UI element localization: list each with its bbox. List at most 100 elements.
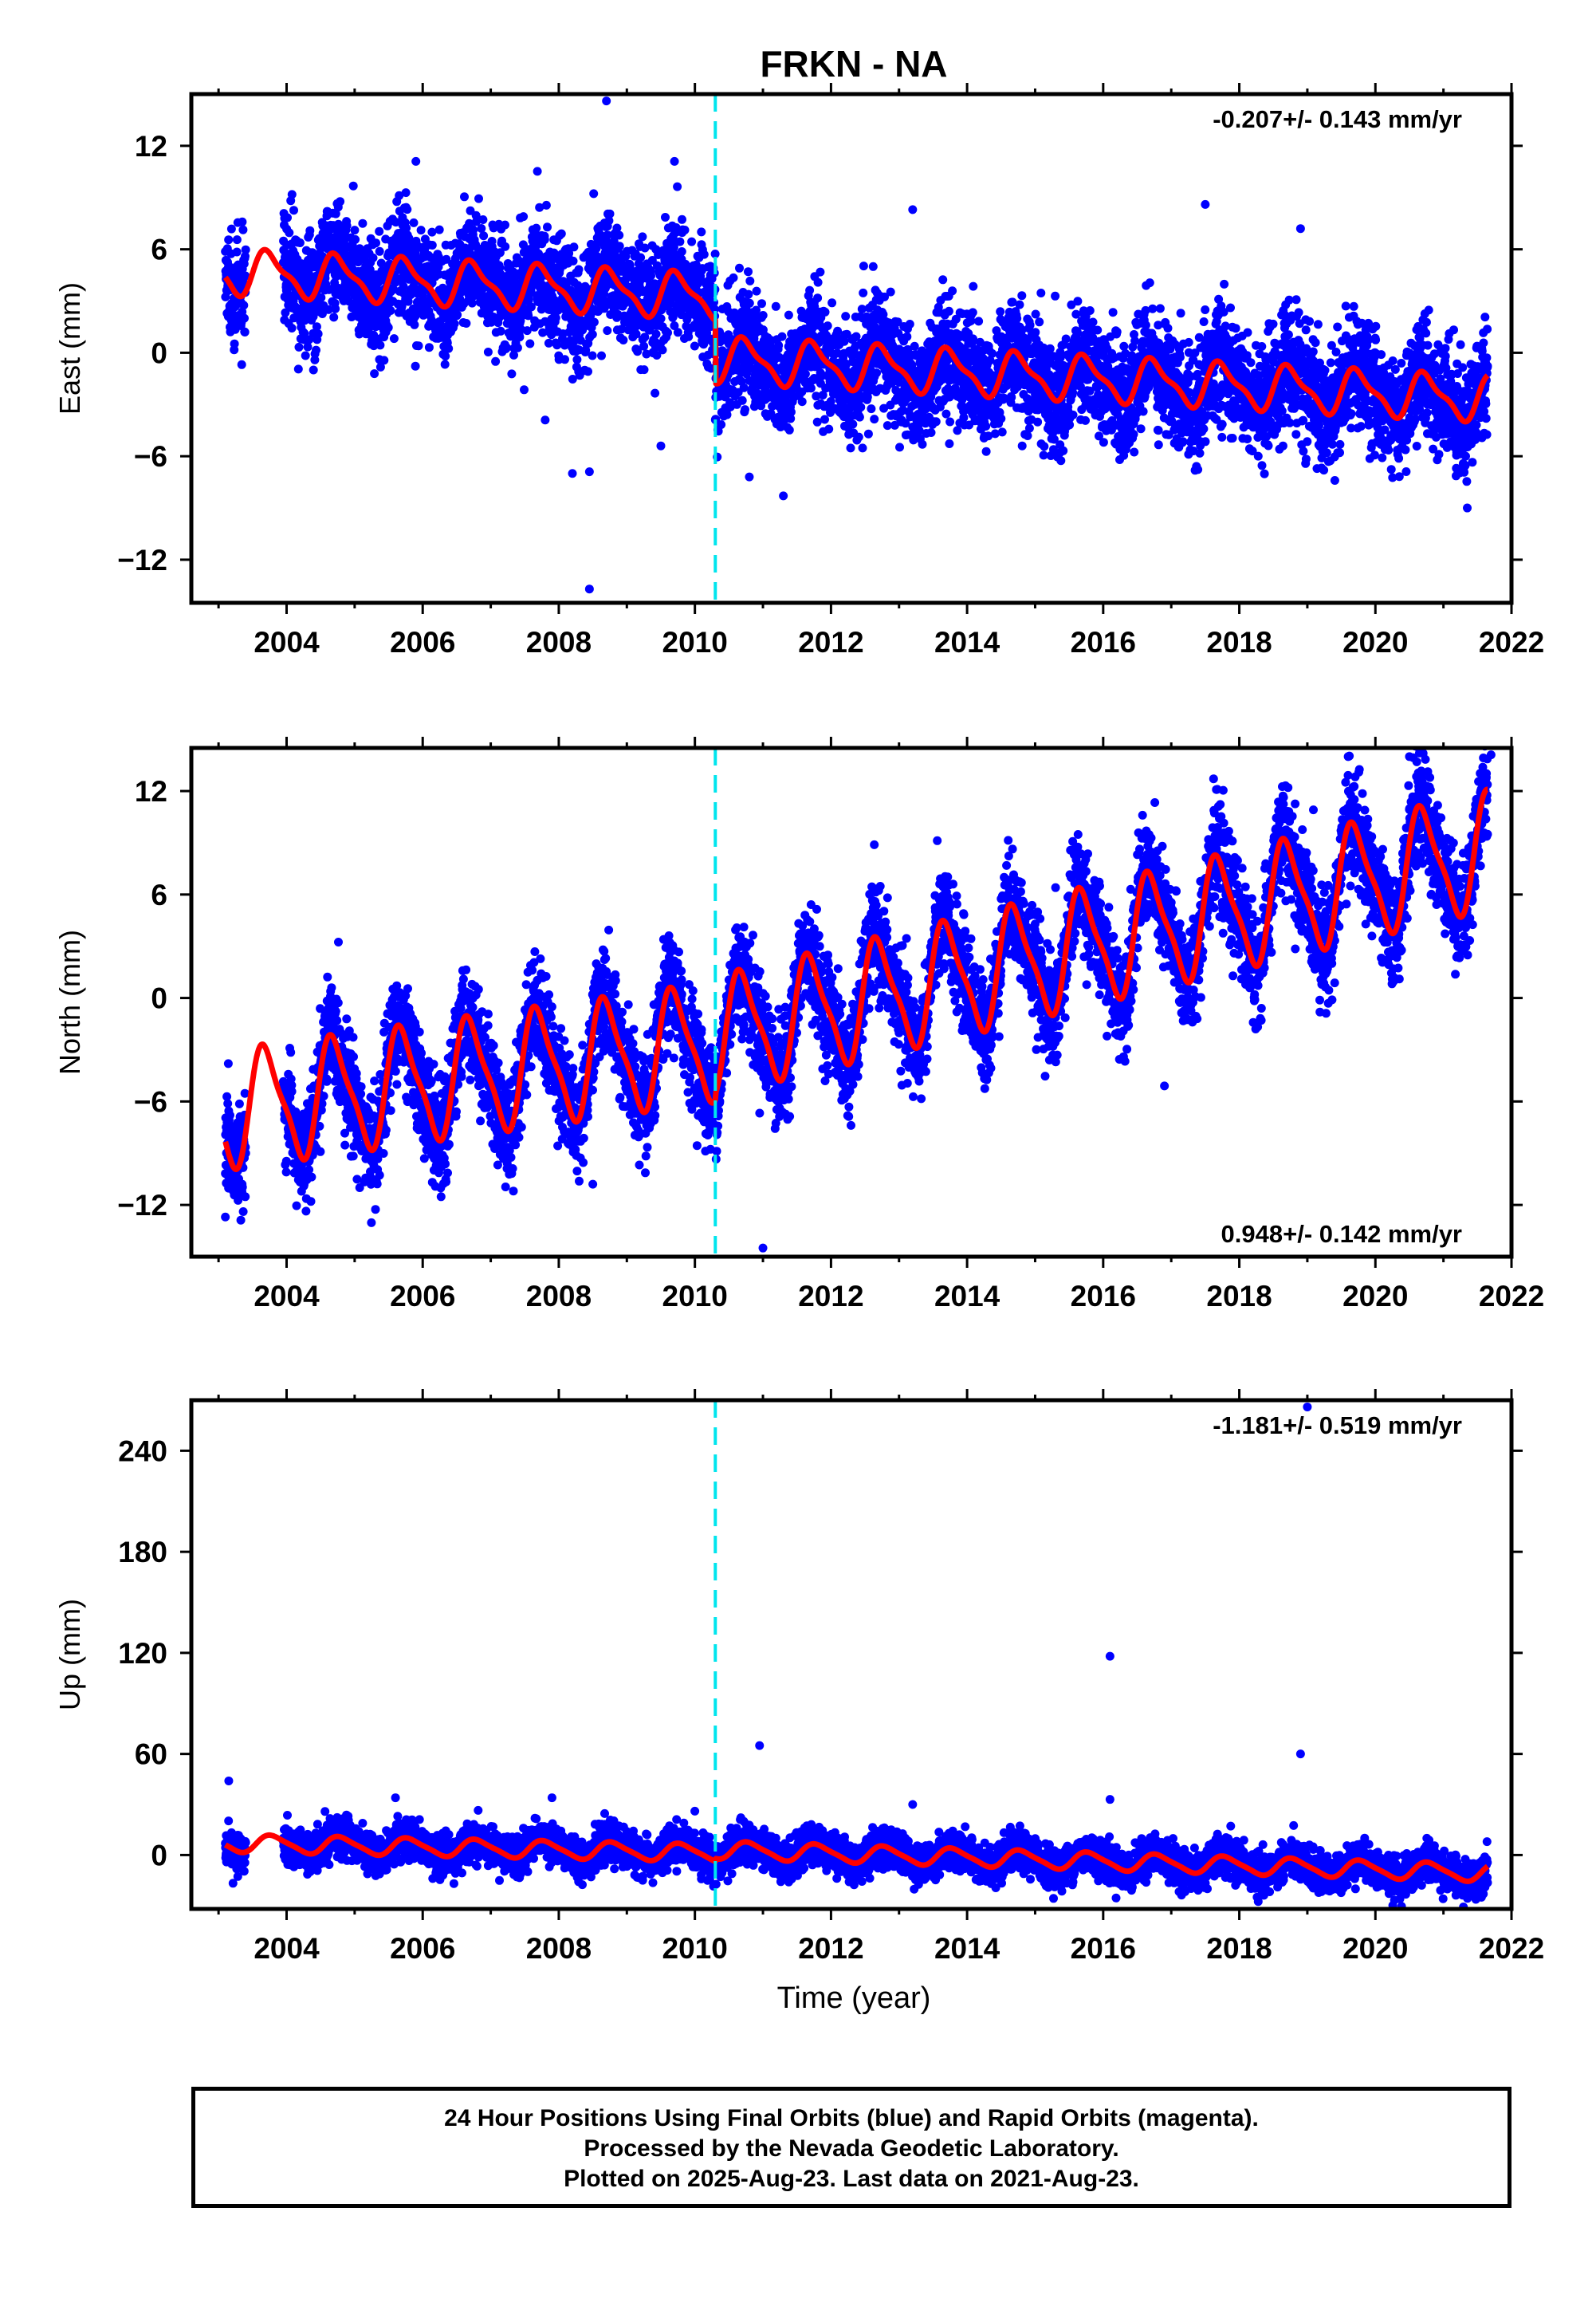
data-point bbox=[633, 347, 643, 356]
data-point bbox=[699, 250, 709, 259]
data-point bbox=[745, 276, 755, 285]
data-point bbox=[312, 345, 320, 355]
data-point bbox=[294, 342, 304, 352]
data-point bbox=[615, 242, 624, 251]
data-point bbox=[427, 227, 437, 237]
data-point bbox=[479, 231, 489, 241]
data-point bbox=[1017, 441, 1027, 451]
data-point bbox=[240, 328, 250, 336]
data-point bbox=[316, 293, 326, 302]
data-point bbox=[588, 329, 597, 339]
data-point bbox=[661, 213, 670, 222]
data-point bbox=[813, 277, 823, 287]
data-point bbox=[533, 167, 542, 176]
data-point bbox=[631, 329, 641, 339]
data-point bbox=[800, 369, 810, 379]
data-point bbox=[424, 343, 434, 352]
data-point bbox=[1073, 297, 1083, 306]
data-point bbox=[597, 351, 606, 360]
data-point bbox=[375, 362, 385, 372]
data-point bbox=[402, 223, 411, 233]
data-point bbox=[675, 237, 685, 246]
data-point bbox=[348, 181, 358, 191]
data-point bbox=[729, 273, 738, 282]
data-point bbox=[848, 419, 858, 429]
data-point bbox=[230, 339, 239, 348]
data-point bbox=[805, 285, 815, 295]
data-point bbox=[604, 216, 614, 226]
data-point bbox=[678, 214, 686, 224]
data-point bbox=[1129, 430, 1138, 439]
data-point bbox=[774, 340, 784, 350]
data-point bbox=[411, 361, 420, 371]
data-point bbox=[658, 345, 667, 355]
data-point bbox=[959, 413, 969, 423]
data-point bbox=[948, 286, 957, 296]
data-point bbox=[816, 267, 825, 277]
data-point bbox=[1112, 327, 1122, 336]
data-point bbox=[744, 267, 753, 277]
data-point bbox=[1163, 324, 1173, 333]
data-point bbox=[670, 321, 679, 330]
data-point bbox=[638, 232, 647, 242]
data-point bbox=[232, 247, 242, 257]
data-point bbox=[827, 298, 837, 308]
data-point bbox=[472, 217, 481, 226]
data-point bbox=[584, 367, 592, 376]
data-point bbox=[784, 310, 793, 320]
data-point bbox=[636, 253, 646, 262]
data-point bbox=[409, 218, 419, 227]
data-point bbox=[501, 242, 510, 251]
data-point bbox=[293, 364, 303, 374]
data-point bbox=[474, 194, 483, 203]
data-point bbox=[697, 227, 706, 237]
data-point bbox=[317, 309, 327, 318]
data-point bbox=[870, 415, 879, 424]
data-points bbox=[221, 96, 1492, 594]
data-point bbox=[823, 321, 832, 331]
data-point bbox=[969, 281, 978, 291]
data-point bbox=[1073, 329, 1083, 338]
data-point bbox=[777, 332, 787, 341]
data-point bbox=[784, 425, 794, 435]
data-point bbox=[690, 341, 699, 351]
data-point bbox=[1056, 456, 1066, 466]
data-point bbox=[868, 262, 878, 271]
data-point bbox=[741, 405, 749, 415]
data-point bbox=[541, 200, 551, 210]
data-point bbox=[309, 365, 318, 375]
data-point bbox=[295, 238, 305, 247]
data-point bbox=[427, 241, 437, 250]
data-point bbox=[562, 277, 572, 287]
data-point bbox=[931, 417, 941, 427]
data-point bbox=[340, 236, 349, 246]
data-point bbox=[895, 443, 904, 452]
data-point bbox=[859, 262, 868, 271]
data-point bbox=[238, 225, 248, 234]
data-point bbox=[997, 427, 1007, 437]
data-point bbox=[313, 329, 323, 339]
data-point bbox=[619, 336, 628, 344]
data-point bbox=[403, 205, 412, 214]
data-point bbox=[757, 299, 766, 309]
panels: 2004 2006 2008 2010 2012 2014 2016 2018 2020 2022… bbox=[53, 83, 1544, 1965]
data-point bbox=[287, 190, 297, 199]
data-point bbox=[285, 228, 294, 238]
data-point bbox=[410, 320, 419, 329]
data-point bbox=[515, 333, 525, 342]
data-point bbox=[1036, 289, 1046, 297]
data-point bbox=[981, 447, 991, 456]
data-point bbox=[981, 422, 991, 431]
panel-east: 2004 2006 2008 2010 2012 2014 2016 2018 2020 2022… bbox=[53, 83, 1544, 659]
data-point bbox=[786, 407, 796, 417]
data-point bbox=[524, 311, 533, 321]
data-point bbox=[351, 234, 360, 244]
data-point bbox=[806, 384, 816, 393]
data-point bbox=[1085, 306, 1095, 315]
data-point bbox=[237, 360, 246, 369]
data-point bbox=[368, 253, 378, 262]
data-point bbox=[441, 352, 450, 361]
data-point bbox=[466, 206, 475, 215]
data-point bbox=[1033, 417, 1043, 427]
data-point bbox=[902, 332, 912, 341]
